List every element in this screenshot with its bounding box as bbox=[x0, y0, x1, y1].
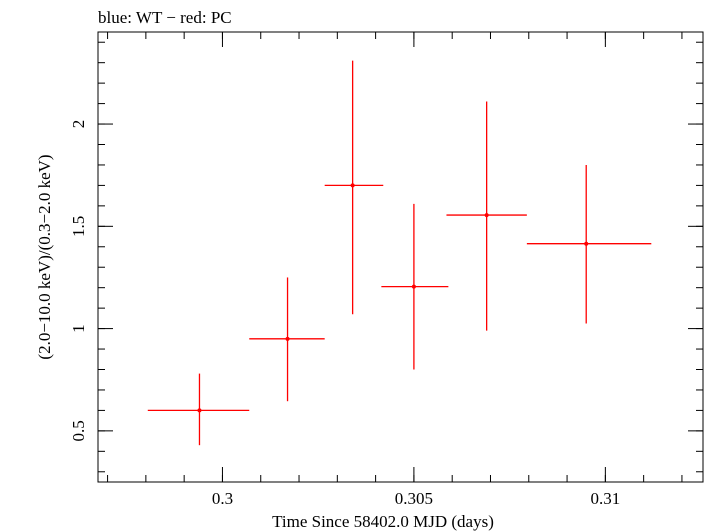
y-axis-label: (2.0−10.0 keV)/(0.3−2.0 keV) bbox=[35, 154, 54, 359]
y-tick-label: 0.5 bbox=[69, 420, 88, 441]
data-point bbox=[147, 373, 250, 446]
x-tick-label: 0.305 bbox=[395, 489, 433, 508]
data-marker bbox=[584, 241, 589, 246]
plot-frame bbox=[97, 31, 704, 483]
data-marker bbox=[197, 408, 202, 413]
y-tick-label: 1 bbox=[69, 324, 88, 333]
y-tick-label: 1.5 bbox=[69, 216, 88, 237]
data-point bbox=[526, 164, 652, 324]
y-tick-label: 2 bbox=[69, 120, 88, 129]
x-tick-label: 0.31 bbox=[590, 489, 620, 508]
data-marker bbox=[350, 183, 355, 188]
data-marker bbox=[484, 213, 489, 218]
data-marker bbox=[411, 284, 416, 289]
axis-ticks: 0.3 0.305 0.31 0.5 1 1.5 2 bbox=[69, 32, 703, 508]
chart-title: blue: WT − red: PC bbox=[98, 8, 232, 27]
data-point bbox=[324, 60, 384, 315]
x-tick-label: 0.3 bbox=[212, 489, 233, 508]
x-axis-label: Time Since 58402.0 MJD (days) bbox=[272, 512, 494, 531]
data-points bbox=[147, 60, 652, 446]
data-point bbox=[381, 203, 449, 370]
data-point bbox=[446, 101, 527, 331]
data-marker bbox=[285, 336, 290, 341]
data-point bbox=[249, 277, 325, 402]
